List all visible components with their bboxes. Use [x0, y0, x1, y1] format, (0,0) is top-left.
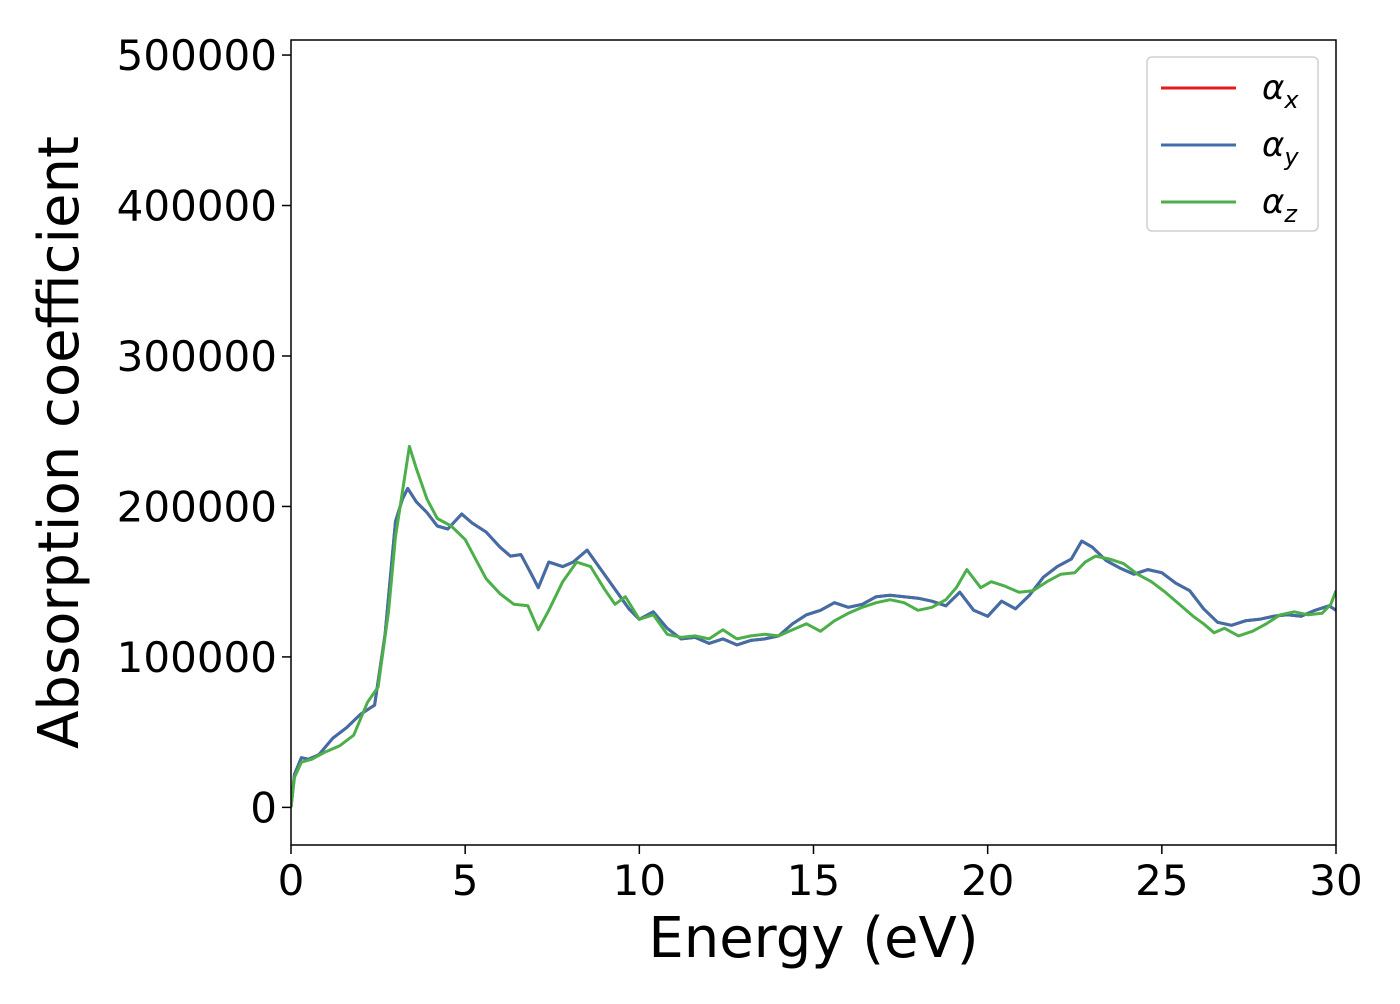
y-tick-label: 200000	[117, 482, 277, 531]
x-tick-label: 20	[961, 856, 1014, 905]
series-line-y	[291, 486, 1336, 808]
x-axis: 0 5 10 15 20 25 30	[278, 845, 1363, 905]
x-tick-label: 15	[787, 856, 840, 905]
x-tick-label: 25	[1135, 856, 1188, 905]
plot-series-group	[291, 444, 1336, 808]
legend-label-x: αx	[1262, 68, 1299, 114]
legend-label-z: αz	[1262, 182, 1298, 228]
x-tick-label: 10	[613, 856, 666, 905]
series-line-x	[291, 486, 1336, 808]
legend-label-y: αy	[1262, 125, 1299, 171]
x-tick-label: 30	[1309, 856, 1362, 905]
series-line-z	[291, 444, 1336, 808]
x-axis-label: Energy (eV)	[648, 906, 978, 971]
x-tick-label: 0	[278, 856, 305, 905]
y-tick-label: 300000	[117, 332, 277, 381]
y-axis: 0 100000 200000 300000 400000 500000	[117, 31, 291, 832]
y-tick-label: 500000	[117, 31, 277, 80]
y-tick-label: 0	[250, 783, 277, 832]
legend: αx αy αz	[1146, 56, 1319, 232]
y-tick-label: 100000	[117, 633, 277, 682]
x-tick-label: 5	[452, 856, 479, 905]
y-tick-label: 400000	[117, 182, 277, 231]
y-axis-label: Absorption coefficient	[27, 136, 92, 749]
